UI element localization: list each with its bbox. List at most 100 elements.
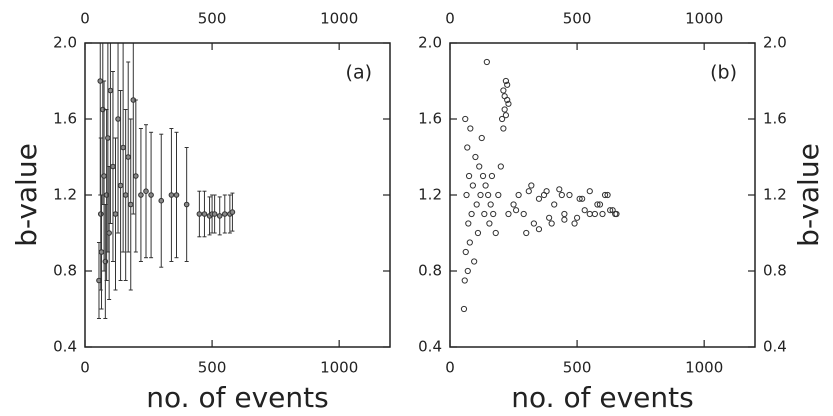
point xyxy=(596,201,604,208)
point xyxy=(556,186,563,193)
point xyxy=(474,229,482,237)
point xyxy=(168,192,175,198)
point xyxy=(601,191,609,199)
point xyxy=(173,192,180,198)
y-tick-label: 2.0 xyxy=(53,34,77,52)
point xyxy=(117,182,124,189)
x-tick-label: 1000 xyxy=(320,359,358,377)
point xyxy=(112,211,119,217)
point xyxy=(106,230,112,236)
x-tick-label: 1000 xyxy=(685,10,723,28)
point xyxy=(500,125,507,132)
point xyxy=(501,93,508,100)
y-axis-label: b-value xyxy=(792,143,825,247)
point xyxy=(464,267,471,275)
point xyxy=(463,191,470,199)
panel-label: (b) xyxy=(710,62,737,84)
point xyxy=(143,188,149,194)
point xyxy=(488,172,496,180)
point xyxy=(482,182,489,189)
point xyxy=(125,154,132,160)
y-tick-label: 0.8 xyxy=(763,262,787,280)
point xyxy=(97,211,104,217)
point xyxy=(586,188,593,195)
x-axis-label: no. of events xyxy=(511,381,693,414)
point xyxy=(485,191,492,199)
point xyxy=(201,211,208,217)
plot-area xyxy=(96,43,236,319)
point xyxy=(122,192,129,198)
point xyxy=(148,192,154,198)
x-tick-label: 1000 xyxy=(685,359,723,377)
x-tick-label: 1000 xyxy=(320,10,358,28)
y-tick-label: 1.2 xyxy=(418,186,442,204)
point xyxy=(110,163,116,170)
point xyxy=(492,229,499,237)
point xyxy=(115,116,121,122)
point xyxy=(535,226,543,233)
x-tick-label: 0 xyxy=(80,359,90,377)
point xyxy=(502,112,510,119)
point xyxy=(599,210,606,218)
point xyxy=(476,163,483,170)
point xyxy=(133,173,139,179)
y-tick-label: 2.0 xyxy=(418,34,442,52)
x-tick-label: 500 xyxy=(198,10,227,28)
panel-label: (a) xyxy=(346,62,372,84)
point xyxy=(535,195,543,202)
point xyxy=(505,100,512,107)
point xyxy=(477,191,484,199)
point xyxy=(566,191,573,199)
y-tick-label: 1.6 xyxy=(418,110,442,128)
point xyxy=(501,106,508,113)
point xyxy=(548,220,555,227)
frame xyxy=(84,42,391,348)
x-tick-label: 0 xyxy=(445,10,455,28)
point xyxy=(613,210,620,218)
point xyxy=(468,210,475,218)
point xyxy=(467,125,474,132)
point xyxy=(486,220,493,227)
point xyxy=(505,210,512,218)
point xyxy=(546,214,553,221)
point xyxy=(525,188,532,195)
point xyxy=(510,201,517,208)
point xyxy=(604,191,611,199)
plot-area xyxy=(460,58,620,313)
point xyxy=(472,153,479,161)
point xyxy=(98,249,105,255)
point xyxy=(579,195,586,202)
frame xyxy=(449,42,756,348)
point xyxy=(523,229,530,237)
point xyxy=(196,211,203,217)
point xyxy=(581,207,588,214)
point xyxy=(221,211,228,217)
point xyxy=(576,195,583,202)
point xyxy=(502,77,510,85)
point xyxy=(465,220,472,227)
point xyxy=(594,201,601,208)
point xyxy=(462,248,469,256)
point xyxy=(490,210,497,218)
y-tick-label: 2.0 xyxy=(763,34,787,52)
point xyxy=(609,207,616,214)
point xyxy=(487,201,494,208)
point xyxy=(504,81,511,88)
point xyxy=(586,210,593,218)
x-tick-label: 500 xyxy=(563,10,592,28)
point xyxy=(464,144,471,151)
point xyxy=(120,144,126,151)
point xyxy=(478,134,485,142)
y-tick-label: 0.8 xyxy=(53,262,77,280)
y-axis-label: b-value xyxy=(10,143,43,247)
point xyxy=(469,182,476,189)
x-tick-label: 500 xyxy=(563,359,592,377)
point xyxy=(158,197,165,204)
point xyxy=(497,163,504,170)
point xyxy=(107,87,114,94)
point xyxy=(105,135,111,141)
point xyxy=(530,220,537,227)
point xyxy=(495,191,502,199)
point xyxy=(543,188,550,195)
point xyxy=(520,210,527,218)
